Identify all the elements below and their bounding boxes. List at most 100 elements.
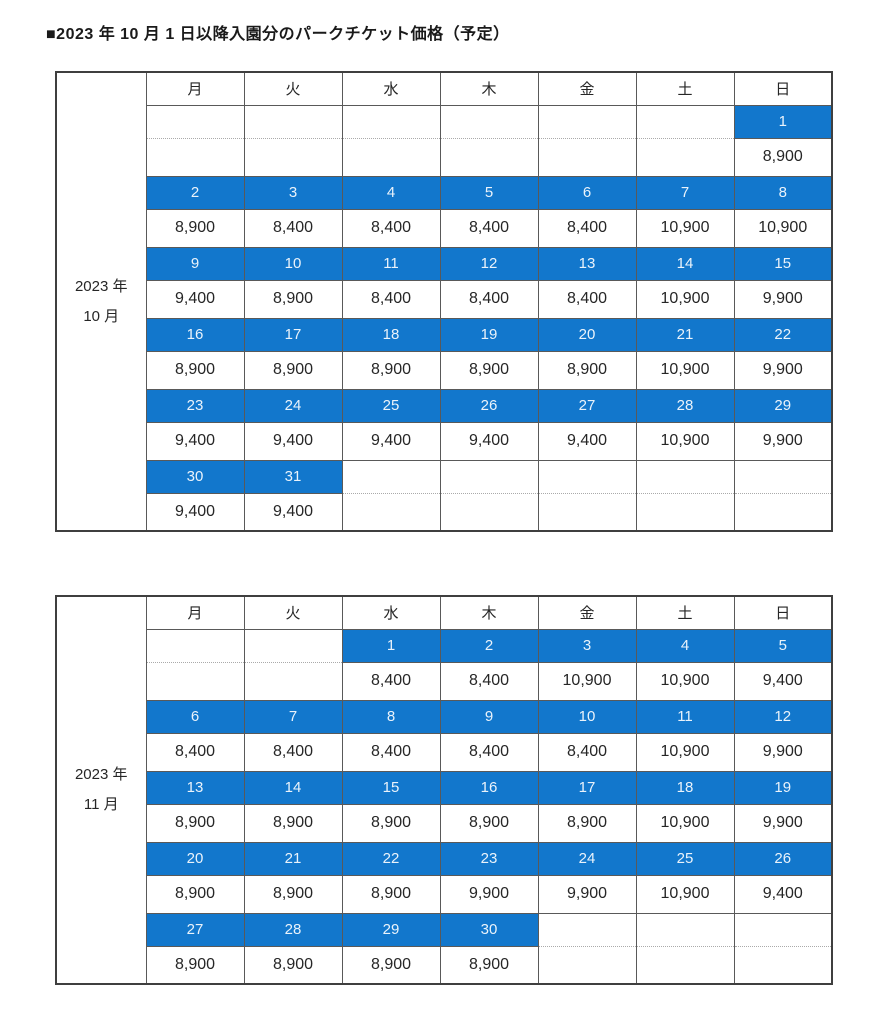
day-cell <box>635 104 735 139</box>
weekday-header: 日 <box>733 595 833 630</box>
price-cell: 8,900 <box>341 945 441 985</box>
day-number-row: 16 17 18 19 20 21 22 <box>56 317 833 352</box>
price-cell: 8,400 <box>243 208 343 248</box>
price-cell: 8,900 <box>537 350 637 390</box>
day-number-row: 1 <box>56 104 833 139</box>
price-cell: 8,400 <box>145 732 245 772</box>
day-cell: 21 <box>635 317 735 352</box>
weekday-header-row: 2023 年 11 月 月火水木金土日 <box>55 595 833 985</box>
weekday-header: 日 <box>733 71 833 106</box>
price-cell: 9,400 <box>733 661 833 701</box>
price-cell: 9,400 <box>243 492 343 532</box>
day-cell: 26 <box>439 388 539 423</box>
day-cell: 28 <box>243 912 343 947</box>
price-cell: 10,900 <box>635 874 735 914</box>
day-cell: 28 <box>635 388 735 423</box>
price-table-1: 2023 年 10 月月火水木金土日 1 8,900 2 3 4 5 6 7 8 8,900 8,400… <box>55 71 833 532</box>
day-number-row: 30 31 <box>56 459 833 494</box>
day-number-row: 6 7 8 9 10 11 12 <box>56 699 833 734</box>
page-title: ■2023 年 10 月 1 日以降入園分のパークチケット価格（予定） <box>46 26 510 43</box>
day-cell <box>341 104 441 139</box>
price-cell <box>439 137 539 177</box>
day-cell: 25 <box>635 841 735 876</box>
weekday-header: 木 <box>439 71 539 106</box>
price-cell: 10,900 <box>537 661 637 701</box>
day-cell <box>733 912 833 947</box>
day-cell: 24 <box>243 388 343 423</box>
price-row: 8,900 8,900 8,900 8,900 8,900 10,900 9,900 <box>56 803 833 843</box>
day-cell: 14 <box>243 770 343 805</box>
weekday-header: 水 <box>341 71 441 106</box>
price-cell: 9,400 <box>733 874 833 914</box>
price-cell: 9,900 <box>733 803 833 843</box>
price-cell: 9,400 <box>145 279 245 319</box>
day-cell: 18 <box>341 317 441 352</box>
day-cell: 8 <box>733 175 833 210</box>
day-cell: 2 <box>145 175 245 210</box>
price-cell: 8,900 <box>439 945 539 985</box>
weekday-header: 金 <box>537 71 637 106</box>
day-cell: 29 <box>733 388 833 423</box>
price-cell <box>145 661 245 701</box>
price-cell: 8,900 <box>733 137 833 177</box>
price-cell: 8,400 <box>341 279 441 319</box>
day-cell: 25 <box>341 388 441 423</box>
month-label: 2023 年 10 月 <box>55 71 147 532</box>
day-cell: 13 <box>145 770 245 805</box>
day-cell: 16 <box>145 317 245 352</box>
day-cell: 13 <box>537 246 637 281</box>
price-row: 9,400 9,400 9,400 9,400 9,400 10,900 9,900 <box>56 421 833 461</box>
price-cell: 10,900 <box>635 661 735 701</box>
price-cell: 9,400 <box>341 421 441 461</box>
day-cell: 26 <box>733 841 833 876</box>
day-cell: 3 <box>537 628 637 663</box>
price-row: 8,900 8,900 8,900 9,900 9,900 10,900 9,400 <box>56 874 833 914</box>
price-cell: 8,900 <box>243 945 343 985</box>
price-cell <box>243 661 343 701</box>
day-cell: 17 <box>243 317 343 352</box>
day-cell: 8 <box>341 699 441 734</box>
day-cell: 16 <box>439 770 539 805</box>
day-cell <box>243 628 343 663</box>
month-label-line: 10 月 <box>83 307 120 325</box>
price-cell: 8,400 <box>439 279 539 319</box>
day-number-row: 23 24 25 26 27 28 29 <box>56 388 833 423</box>
price-row: 8,900 8,400 8,400 8,400 8,400 10,900 10,900 <box>56 208 833 248</box>
day-cell: 11 <box>635 699 735 734</box>
price-cell: 8,900 <box>439 350 539 390</box>
month-label: 2023 年 11 月 <box>55 595 147 985</box>
day-cell: 1 <box>733 104 833 139</box>
price-cell: 8,900 <box>243 874 343 914</box>
price-cell <box>243 137 343 177</box>
day-number-row: 13 14 15 16 17 18 19 <box>56 770 833 805</box>
day-cell: 12 <box>439 246 539 281</box>
day-cell: 19 <box>439 317 539 352</box>
price-row: 8,900 <box>56 137 833 177</box>
price-cell: 10,900 <box>733 208 833 248</box>
price-cell: 9,900 <box>439 874 539 914</box>
price-cell: 9,900 <box>733 421 833 461</box>
price-cell: 8,400 <box>243 732 343 772</box>
price-cell <box>537 492 637 532</box>
day-cell <box>635 459 735 494</box>
price-cell: 8,900 <box>145 874 245 914</box>
weekday-header: 水 <box>341 595 441 630</box>
day-cell <box>537 459 637 494</box>
month-label-line: 11 月 <box>83 796 119 813</box>
price-cell: 8,400 <box>537 279 637 319</box>
price-cell: 8,900 <box>243 803 343 843</box>
day-cell <box>145 104 245 139</box>
price-cell: 9,400 <box>537 421 637 461</box>
price-cell <box>733 945 833 985</box>
day-cell <box>635 912 735 947</box>
day-cell: 7 <box>243 699 343 734</box>
price-cell: 8,900 <box>341 803 441 843</box>
day-cell: 18 <box>635 770 735 805</box>
weekday-header: 火 <box>243 71 343 106</box>
price-cell: 10,900 <box>635 421 735 461</box>
day-cell: 15 <box>733 246 833 281</box>
day-cell: 20 <box>145 841 245 876</box>
price-cell: 9,400 <box>145 421 245 461</box>
price-cell: 8,900 <box>243 350 343 390</box>
price-cell: 9,900 <box>537 874 637 914</box>
